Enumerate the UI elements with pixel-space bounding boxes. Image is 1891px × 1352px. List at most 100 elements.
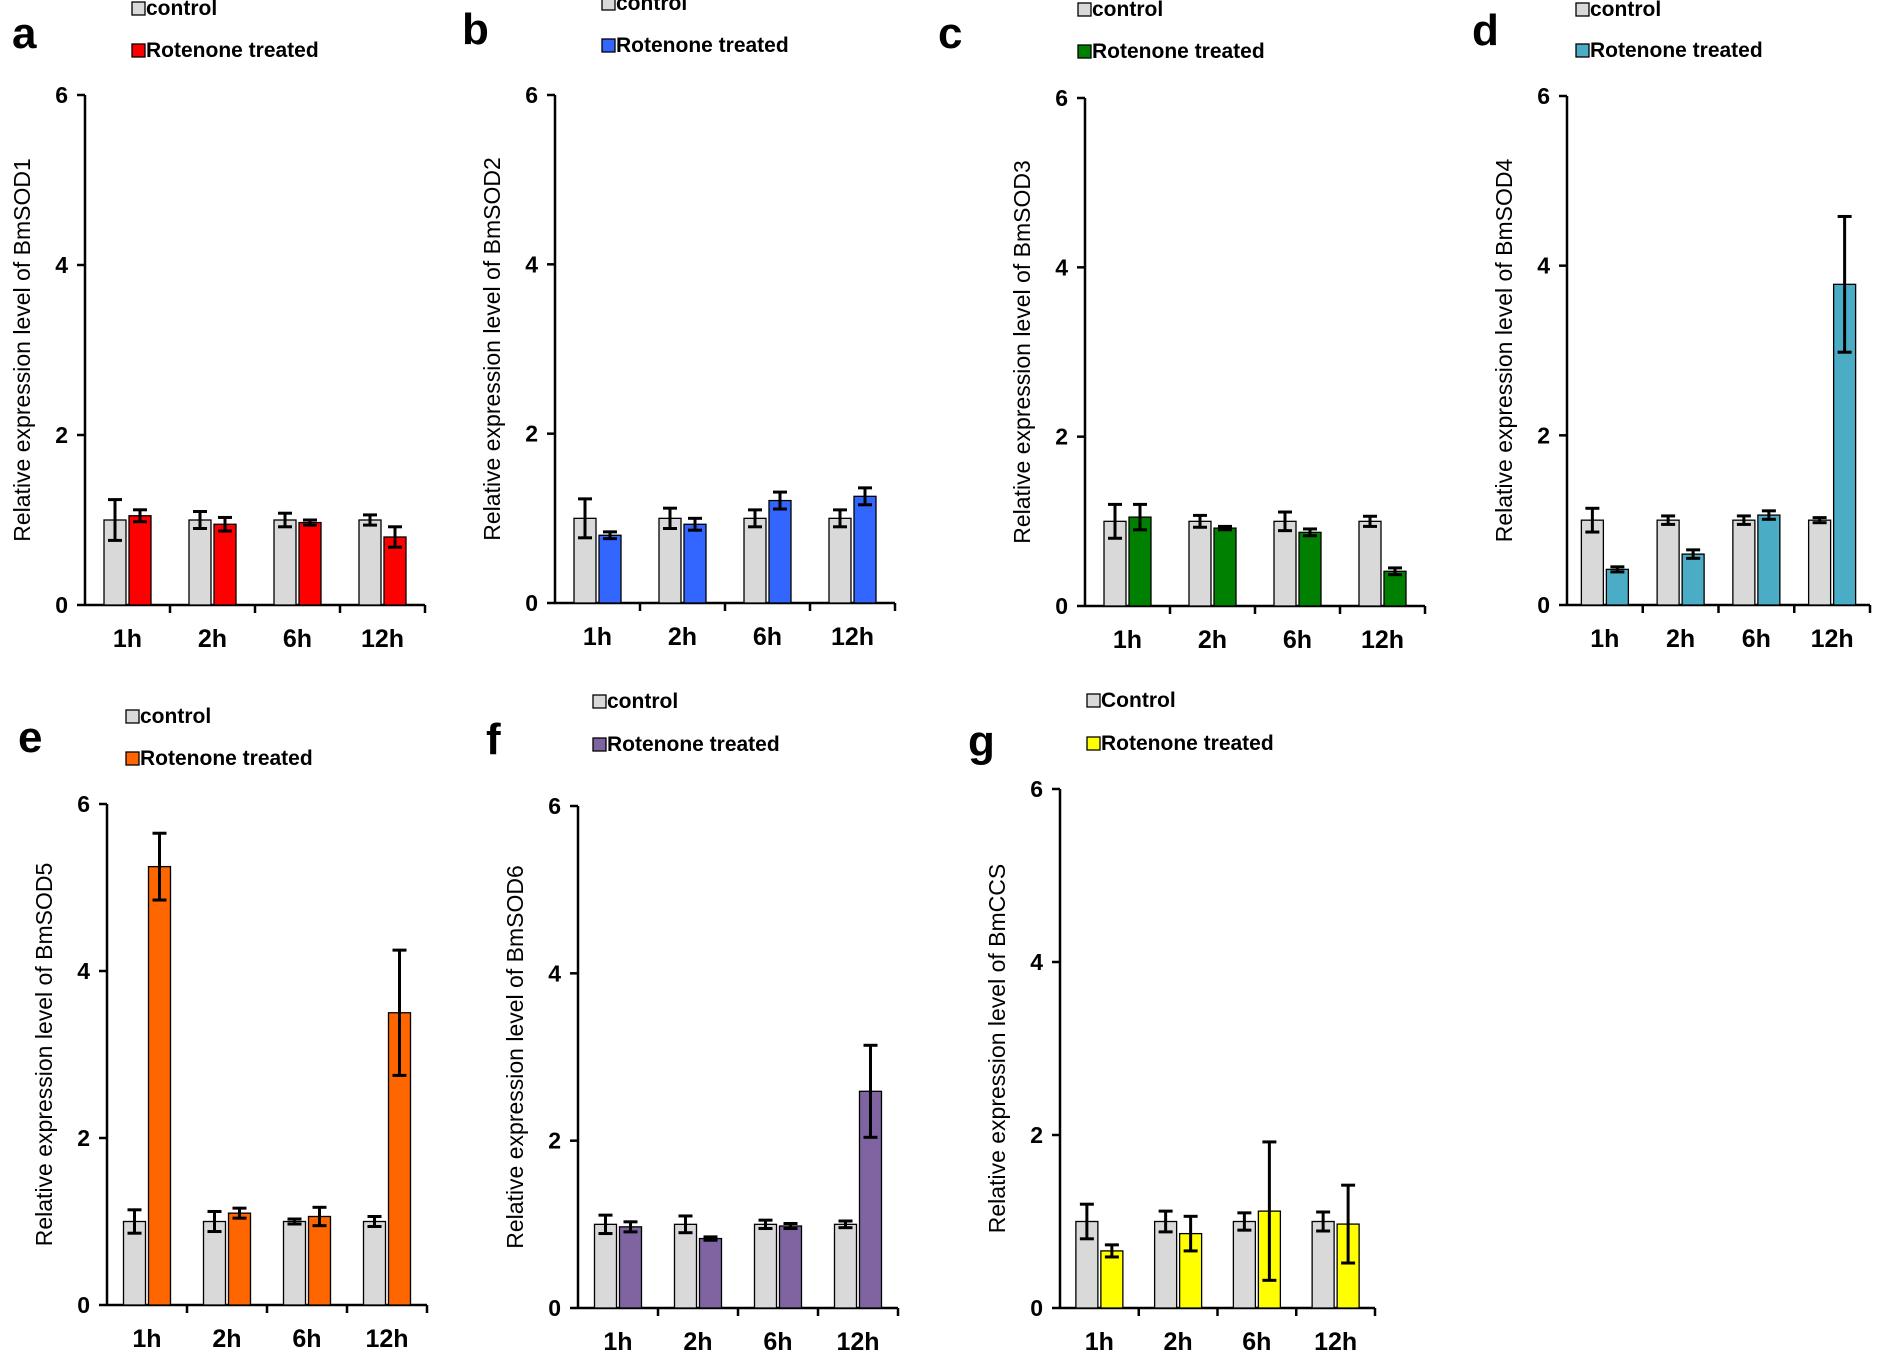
bar-treated-1h — [1605, 568, 1630, 606]
bar-treated-12h — [1383, 570, 1407, 607]
y-tick-label: 4 — [1055, 254, 1068, 280]
chart-panel-e: e control Rotenone treated Relative express… — [18, 705, 429, 1352]
panel-label: f — [486, 715, 501, 764]
legend-swatch-control — [1077, 2, 1092, 17]
y-tick-label: 0 — [77, 1292, 90, 1318]
bar-treated-6h — [768, 499, 792, 604]
bar-control-12h — [1311, 1220, 1335, 1309]
y-tick-label: 6 — [548, 793, 561, 819]
legend: control Rotenone treated — [131, 0, 319, 62]
bar-control-12h — [358, 519, 382, 606]
y-tick-label: 0 — [525, 590, 538, 616]
legend-swatch-treated — [592, 737, 607, 752]
panel-label: d — [1472, 6, 1499, 55]
legend-label-treated: Rotenone treated — [616, 34, 789, 57]
legend-label-control: control — [140, 705, 211, 728]
x-tick-label: 1h — [132, 1325, 161, 1352]
panel-label: g — [968, 717, 995, 766]
x-tick-label: 6h — [753, 623, 782, 651]
y-tick-label: 2 — [77, 1125, 90, 1151]
x-tick-label: 6h — [1283, 626, 1312, 654]
y-tick-label: 4 — [548, 960, 561, 986]
bar-treated-6h — [1298, 531, 1322, 607]
bar-control-6h — [1273, 520, 1297, 607]
y-tick-label: 2 — [548, 1128, 561, 1154]
bar-control-2h — [1188, 520, 1212, 607]
x-tick-label: 1h — [1113, 626, 1142, 654]
y-axis-label: Relative expression level of BmSOD6 — [502, 865, 528, 1249]
y-tick-label: 6 — [1537, 83, 1550, 109]
bar-control-12h — [1807, 519, 1832, 606]
x-tick-label: 2h — [1164, 1328, 1193, 1352]
y-tick-label: 6 — [525, 82, 538, 108]
y-tick-label: 0 — [55, 592, 68, 618]
y-tick-label: 6 — [1055, 85, 1068, 111]
y-tick-label: 0 — [548, 1295, 561, 1321]
legend-swatch-treated — [1077, 44, 1092, 59]
legend-label-control: control — [1092, 0, 1163, 21]
chart-panel-f: f control Rotenone treated Relative express… — [486, 690, 900, 1352]
y-axis-label: Relative expression level of BmSOD3 — [1009, 160, 1035, 544]
legend: control Rotenone treated — [1077, 0, 1265, 63]
legend: control Rotenone treated — [125, 705, 313, 770]
y-tick-label: 4 — [55, 252, 68, 278]
y-axis-label: Relative expression level of BmSOD4 — [1491, 159, 1517, 543]
bar-treated-1h — [1100, 1250, 1124, 1309]
bar-treated-12h — [853, 495, 877, 604]
bar-control-6h — [753, 1223, 778, 1309]
legend-swatch-control — [131, 1, 146, 16]
legend: control Rotenone treated — [592, 690, 780, 756]
x-tick-label: 2h — [668, 623, 697, 651]
x-tick-label: 2h — [212, 1325, 241, 1352]
bar-control-12h — [362, 1220, 387, 1306]
y-tick-label: 4 — [77, 958, 90, 984]
x-tick-label: 1h — [583, 623, 612, 651]
legend-label-treated: Rotenone treated — [140, 747, 313, 770]
panel-label: e — [18, 713, 42, 762]
x-tick-label: 12h — [1811, 625, 1854, 653]
bar-control-6h — [743, 517, 767, 604]
bar-treated-6h — [1757, 514, 1781, 606]
y-axis-label: Relative expression level of BmCCS — [984, 864, 1010, 1233]
bar-treated-1h — [147, 865, 172, 1306]
bar-treated-6h — [298, 521, 322, 606]
x-tick-label: 2h — [198, 625, 227, 653]
bar-control-6h — [273, 519, 297, 606]
legend-label-treated: Rotenone treated — [1092, 40, 1265, 63]
y-tick-label: 0 — [1055, 593, 1068, 619]
y-tick-label: 6 — [1030, 776, 1043, 802]
legend-label-treated: Rotenone treated — [1101, 732, 1274, 755]
legend: control Rotenone treated — [601, 0, 789, 57]
x-tick-label: 12h — [836, 1328, 879, 1352]
bar-control-1h — [593, 1223, 618, 1309]
bar-control-2h — [202, 1220, 227, 1306]
bar-control-2h — [188, 519, 212, 606]
legend-swatch-control — [592, 694, 607, 709]
bar-control-6h — [1732, 519, 1756, 606]
legend-label-control: control — [616, 0, 687, 15]
bar-treated-6h — [307, 1215, 332, 1306]
bar-control-2h — [1153, 1220, 1178, 1309]
x-tick-label: 12h — [831, 623, 874, 651]
legend-swatch-treated — [125, 751, 140, 766]
y-axis-label: Relative expression level of BmSOD1 — [9, 158, 35, 542]
bar-control-12h — [833, 1223, 858, 1309]
legend-label-control: control — [607, 690, 678, 713]
legend-swatch-control — [601, 0, 616, 11]
x-tick-label: 6h — [1742, 625, 1771, 653]
y-tick-label: 2 — [525, 421, 538, 447]
legend-swatch-treated — [1086, 736, 1101, 751]
x-tick-label: 12h — [365, 1325, 408, 1352]
legend-label-treated: Rotenone treated — [607, 733, 780, 756]
y-tick-label: 4 — [1030, 949, 1043, 975]
x-tick-label: 1h — [603, 1328, 632, 1352]
bar-treated-2h — [698, 1237, 723, 1309]
y-axis-label: Relative expression level of BmSOD5 — [31, 863, 57, 1247]
x-tick-label: 12h — [1314, 1328, 1357, 1352]
bar-treated-1h — [618, 1226, 643, 1309]
chart-panel-g: g Control Rotenone treated Relative express… — [968, 689, 1377, 1352]
panel-label: b — [462, 5, 489, 54]
bar-treated-2h — [1213, 527, 1237, 607]
x-tick-label: 2h — [1198, 626, 1227, 654]
